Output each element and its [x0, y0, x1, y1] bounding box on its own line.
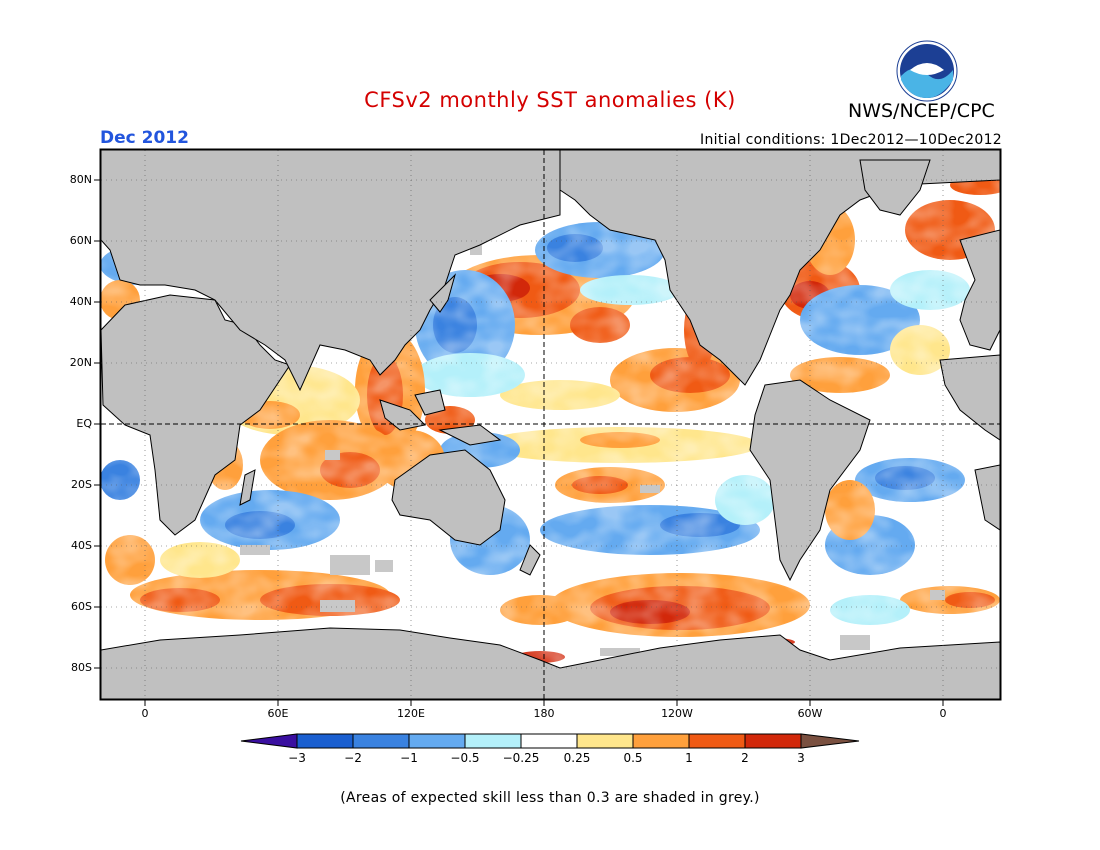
lon-label: 60W — [797, 707, 823, 720]
lon-label: 120E — [397, 707, 425, 720]
chart-title: CFSv2 monthly SST anomalies (K) — [364, 88, 736, 112]
lat-label: 60S — [71, 600, 92, 613]
lat-label: 60N — [69, 234, 92, 247]
lat-label: 80N — [69, 173, 92, 186]
colorbar-label: 1 — [685, 751, 693, 765]
low-skill-mask — [240, 245, 945, 656]
lat-label: 20N — [69, 356, 92, 369]
colorbar-box — [520, 733, 578, 749]
colorbar-box — [576, 733, 634, 749]
colorbar-box — [296, 733, 354, 749]
colorbar-box — [464, 733, 522, 749]
lon-label: 0 — [939, 707, 947, 720]
colorbar-label: −2 — [344, 751, 362, 765]
colorbar-label: −3 — [288, 751, 306, 765]
colorbar-label: 0.25 — [563, 751, 591, 765]
lon-label: 0 — [141, 707, 149, 720]
lon-label: 60E — [267, 707, 289, 720]
colorbar-label: −0.5 — [450, 751, 480, 765]
map-frame — [99, 148, 1002, 701]
land-masses — [101, 150, 1000, 699]
agency-label: NWS/NCEP/CPC — [848, 100, 995, 122]
lat-label: 20S — [71, 478, 92, 491]
lat-label: 40S — [71, 539, 92, 552]
initial-conditions-label: Initial conditions: 1Dec2012—10Dec2012 — [700, 132, 1002, 148]
colorbar-label: 0.5 — [623, 751, 643, 765]
colorbar-arrow-left — [240, 733, 298, 749]
colorbar-label: −1 — [400, 751, 418, 765]
colorbar-box — [408, 733, 466, 749]
lat-label: EQ — [76, 417, 92, 430]
colorbar-label: 2 — [741, 751, 749, 765]
colorbar-label: −0.25 — [502, 751, 540, 765]
axis-ticks — [94, 179, 944, 706]
colorbar-label: 3 — [797, 751, 805, 765]
map-field — [101, 150, 1000, 699]
colorbar-box — [632, 733, 690, 749]
forecast-month-label: Dec 2012 — [100, 128, 189, 148]
equator-dateline — [101, 150, 1000, 699]
colorbar-box — [352, 733, 410, 749]
colorbar-box — [688, 733, 746, 749]
skill-footnote: (Areas of expected skill less than 0.3 a… — [340, 790, 760, 806]
lat-label: 80S — [71, 661, 92, 674]
colorbar-box — [744, 733, 802, 749]
noaa-logo-icon — [896, 40, 958, 102]
lon-label: 120W — [661, 707, 693, 720]
lat-label: 40N — [69, 295, 92, 308]
lon-label: 180 — [533, 707, 555, 720]
colorbar-arrow-right — [800, 733, 860, 749]
